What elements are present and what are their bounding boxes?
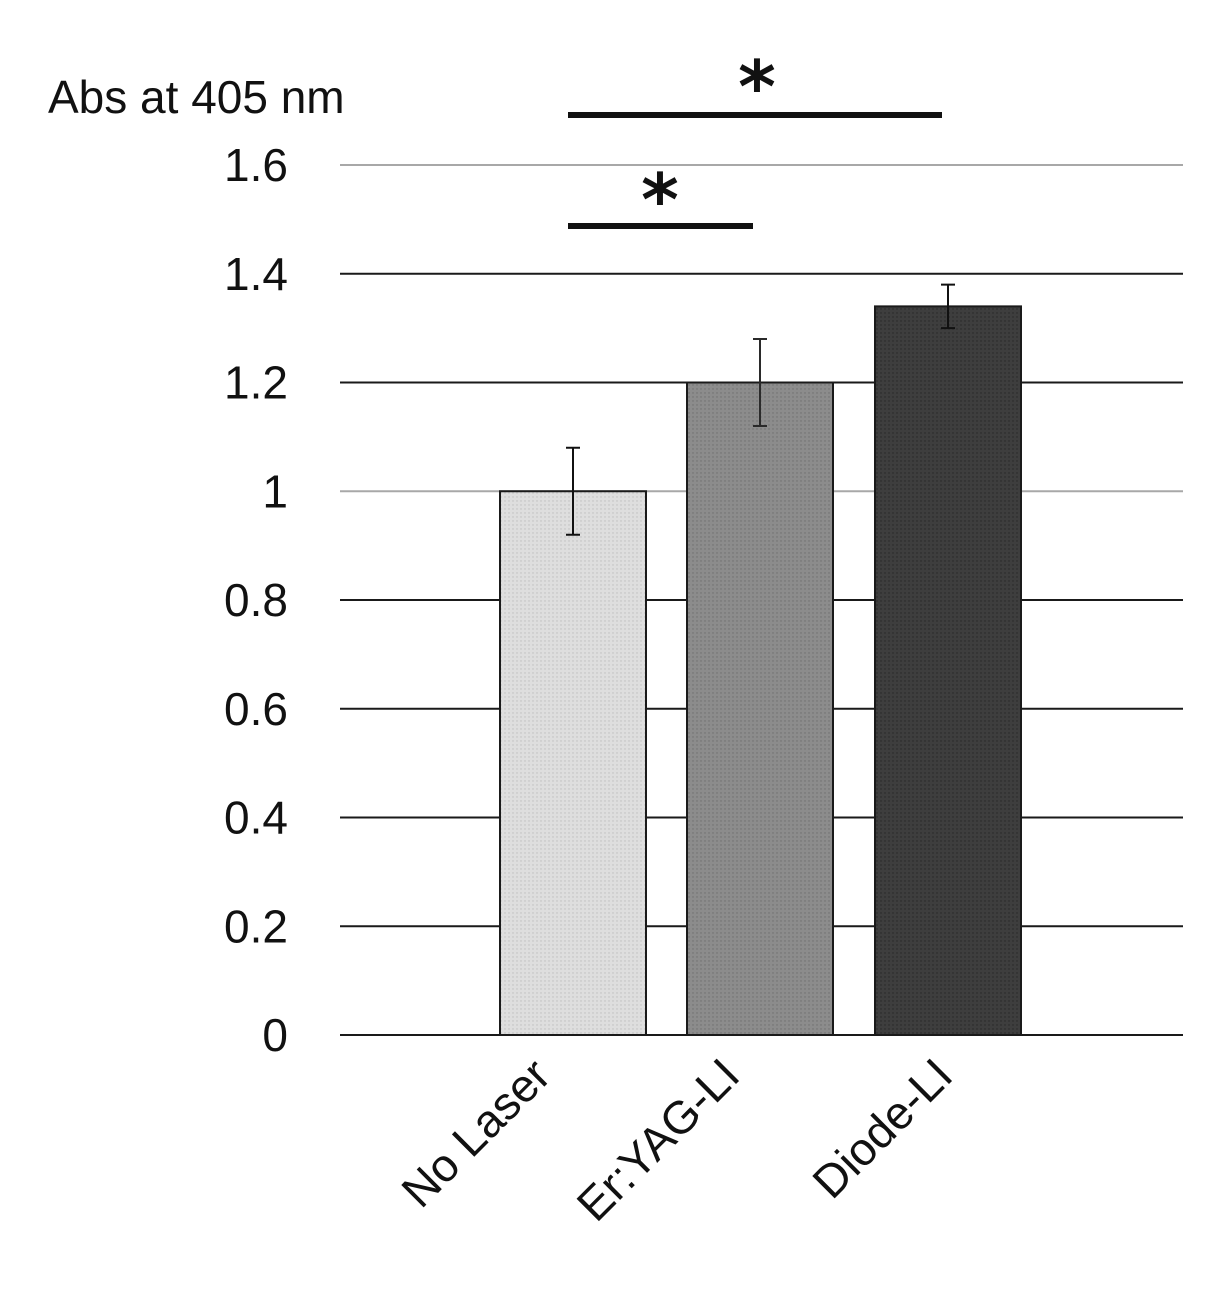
y-tick-label: 1 [262, 465, 288, 517]
y-tick-label: 0.6 [224, 683, 288, 735]
error-bar [753, 338, 767, 427]
x-category-label: Diode-LI [802, 1048, 962, 1208]
significance-star: * [641, 158, 679, 242]
bar [686, 381, 834, 1036]
y-tick-label: 0.4 [224, 792, 288, 844]
error-bars [566, 283, 955, 536]
y-tick-label: 1.4 [224, 248, 288, 300]
y-tick-label: 0.2 [224, 900, 288, 952]
x-category-label: Er:YAG-LI [566, 1048, 749, 1231]
x-category-label: No Laser [391, 1048, 560, 1217]
y-tick-label: 0 [262, 1009, 288, 1061]
x-axis-category-labels: No Laser Er:YAG-LI Diode-LI [391, 1048, 962, 1231]
y-axis: 0 0.2 0.4 0.6 0.8 1 1.2 1.4 1.6 [224, 139, 288, 1061]
y-tick-label: 0.8 [224, 574, 288, 626]
significance-bracket: * [568, 158, 753, 242]
y-tick-label: 1.2 [224, 357, 288, 409]
error-bar [941, 283, 955, 330]
error-bar [566, 446, 580, 536]
significance-bracket: * [568, 45, 942, 129]
significance-markers: ** [568, 45, 942, 242]
significance-star: * [738, 45, 776, 129]
bar [874, 305, 1022, 1036]
bars [499, 305, 1022, 1036]
y-tick-label: 1.6 [224, 139, 288, 191]
y-axis-label: Abs at 405 nm [48, 71, 345, 123]
bar [499, 490, 647, 1036]
